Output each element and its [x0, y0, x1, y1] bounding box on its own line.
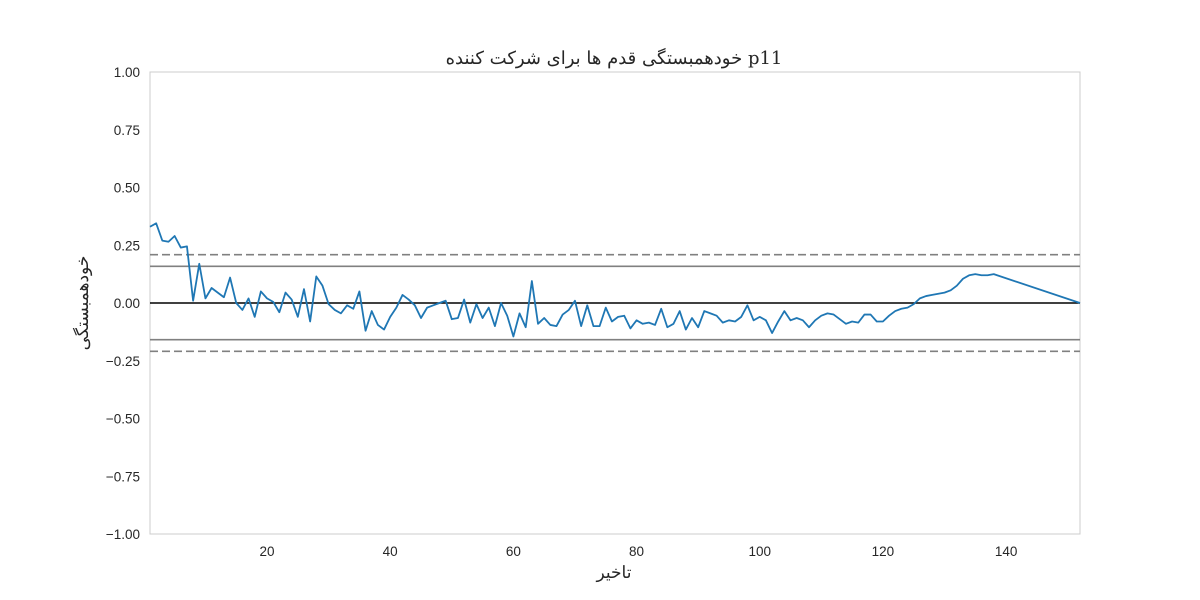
y-tick-label: 0.25: [114, 238, 140, 253]
x-axis-ticks: 20 40 60 80 100 120 140: [260, 544, 1018, 559]
y-axis-ticks: 1.00 0.75 0.50 0.25 0.00 −0.25 −0.50 −0.75 −1.00: [106, 65, 140, 542]
confidence-bands: [150, 253, 1080, 353]
x-axis-label: تاخیر: [596, 563, 632, 583]
y-tick-label: −1.00: [106, 527, 140, 542]
x-tick-label: 100: [748, 544, 771, 559]
chart-title: خودهمبستگی قدم ها برای شرکت کننده p11: [446, 47, 783, 69]
y-tick-label: 0.50: [114, 181, 140, 196]
y-tick-label: 1.00: [114, 65, 140, 80]
y-tick-label: −0.50: [106, 412, 140, 427]
series-line-0: [149, 222, 1081, 338]
y-axis-label: خودهمبستگی: [72, 256, 93, 351]
y-tick-label: 0.75: [114, 123, 140, 138]
y-tick-label: −0.25: [106, 354, 140, 369]
y-tick-label: −0.75: [106, 469, 140, 484]
series-group: [149, 222, 1081, 338]
x-tick-label: 40: [383, 544, 398, 559]
x-tick-label: 120: [872, 544, 895, 559]
x-tick-label: 80: [629, 544, 644, 559]
x-tick-label: 140: [995, 544, 1018, 559]
x-tick-label: 20: [260, 544, 275, 559]
x-tick-label: 60: [506, 544, 521, 559]
y-tick-label: 0.00: [114, 296, 140, 311]
